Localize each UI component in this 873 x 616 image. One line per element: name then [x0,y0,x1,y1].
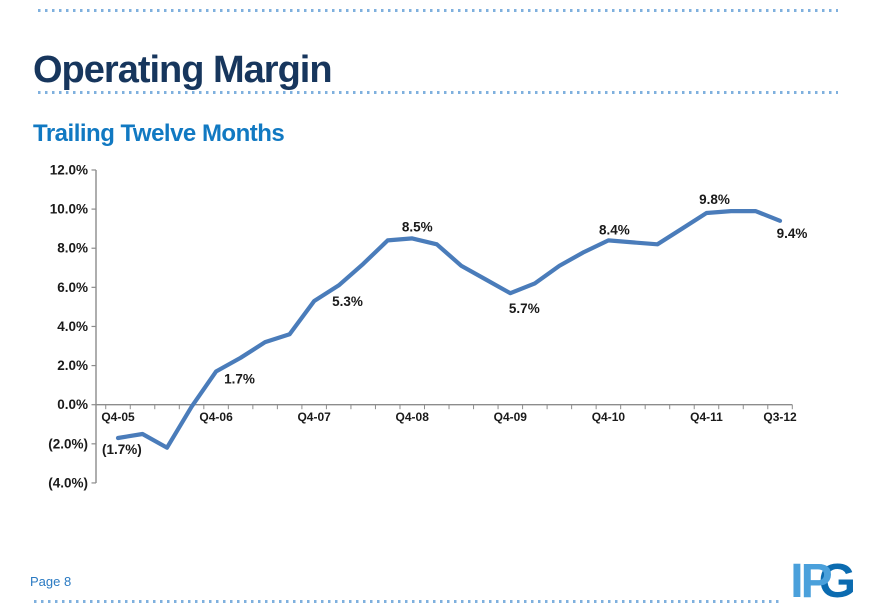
y-axis-label: 12.0% [50,162,88,177]
data-point-label: 5.7% [509,301,540,316]
page-title: Operating Margin [33,49,333,92]
chart-subtitle: Trailing Twelve Months [33,119,285,147]
y-axis-label: 4.0% [57,319,88,334]
data-point-label: 5.3% [332,294,363,309]
y-axis-label: 0.0% [57,397,88,412]
margin-line-series [115,209,783,450]
x-axis-label: Q4-05 [101,410,135,424]
data-point-label: 8.5% [402,219,433,234]
y-axis-label: (2.0%) [48,436,88,451]
dotted-divider-top [38,9,838,12]
x-axis-label: Q3-12 [763,410,797,424]
x-axis-label: Q4-11 [690,410,723,424]
x-axis-label: Q4-08 [396,410,430,424]
x-axis-label: Q4-10 [592,410,626,424]
x-axis-label: Q4-09 [494,410,528,424]
y-axis-label: 10.0% [50,202,88,217]
x-axis-label: Q4-07 [297,410,331,424]
x-axis-label: Q4-06 [199,410,233,424]
y-axis-label: 8.0% [57,241,88,256]
data-point-label: 9.4% [777,226,808,241]
page-number-label: Page 8 [30,574,72,589]
ipg-logo-dark-letter: G [818,555,856,608]
data-point-label: 8.4% [599,222,630,237]
data-point-label: 1.7% [224,371,255,386]
ipg-logo-light-letters: IP [790,555,832,608]
data-point-label: 9.8% [699,192,730,207]
data-point-label: (1.7%) [102,442,142,457]
ipg-logo: IPG [782,555,856,608]
dotted-divider-under-title [38,91,838,94]
y-axis-label: 6.0% [57,280,88,295]
y-axis-label: (4.0%) [48,475,88,490]
dotted-divider-bottom [34,600,838,603]
y-axis-label: 2.0% [57,358,88,373]
